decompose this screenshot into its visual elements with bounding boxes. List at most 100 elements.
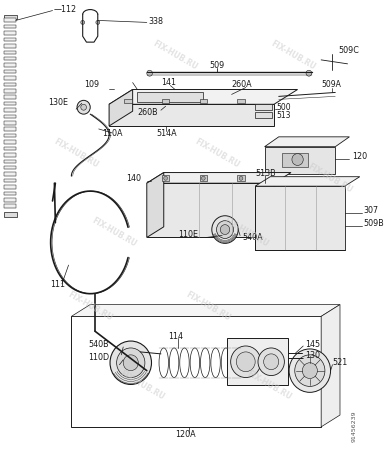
Circle shape xyxy=(264,354,279,369)
Bar xyxy=(147,183,274,238)
Bar xyxy=(5,159,16,163)
Circle shape xyxy=(289,349,331,392)
Text: 521: 521 xyxy=(333,358,348,367)
Text: 140: 140 xyxy=(126,174,141,183)
Text: 509B: 509B xyxy=(363,219,384,228)
Polygon shape xyxy=(71,305,340,316)
Bar xyxy=(5,57,16,60)
Bar xyxy=(5,140,16,144)
Bar xyxy=(5,32,16,35)
Circle shape xyxy=(231,346,261,378)
Text: 111: 111 xyxy=(51,280,66,289)
Bar xyxy=(162,99,169,104)
Bar xyxy=(5,108,16,112)
Text: 91456239: 91456239 xyxy=(352,410,357,442)
Circle shape xyxy=(292,153,303,166)
Bar xyxy=(227,338,288,386)
Text: 260A: 260A xyxy=(232,80,252,89)
Text: 509A: 509A xyxy=(321,80,341,89)
Bar xyxy=(5,44,16,48)
Bar xyxy=(5,166,16,170)
Bar xyxy=(3,212,17,217)
Text: 110E: 110E xyxy=(178,230,198,239)
Bar xyxy=(5,76,16,80)
Circle shape xyxy=(77,100,90,114)
Bar xyxy=(5,192,16,195)
Text: FIX-HUB.RU: FIX-HUB.RU xyxy=(307,162,355,195)
Text: 110A: 110A xyxy=(102,130,123,139)
Bar xyxy=(5,115,16,118)
Bar xyxy=(5,63,16,67)
Bar xyxy=(5,134,16,137)
Polygon shape xyxy=(147,172,291,183)
Text: 338: 338 xyxy=(149,17,164,26)
Bar xyxy=(5,204,16,208)
Bar xyxy=(255,186,345,250)
Bar xyxy=(199,99,207,104)
Circle shape xyxy=(258,348,285,376)
Bar xyxy=(281,153,308,167)
Bar xyxy=(124,99,132,104)
Text: 260B: 260B xyxy=(137,108,158,117)
Circle shape xyxy=(147,70,152,76)
Text: 307: 307 xyxy=(363,206,379,215)
Text: FIX-HUB.RU: FIX-HUB.RU xyxy=(52,137,100,170)
Text: 540B: 540B xyxy=(88,341,109,350)
Bar xyxy=(5,147,16,150)
Bar xyxy=(5,70,16,73)
Text: 509C: 509C xyxy=(338,45,359,54)
Circle shape xyxy=(236,352,255,372)
Text: 509: 509 xyxy=(210,61,225,70)
Text: 513: 513 xyxy=(277,111,291,120)
Text: 114: 114 xyxy=(169,332,184,341)
Bar xyxy=(5,50,16,54)
Text: FIX-HUB.RU: FIX-HUB.RU xyxy=(194,137,241,170)
Polygon shape xyxy=(147,172,164,238)
Circle shape xyxy=(239,176,243,180)
Text: 513B: 513B xyxy=(255,169,276,178)
Circle shape xyxy=(96,20,100,24)
Bar xyxy=(5,127,16,131)
Bar xyxy=(255,112,272,118)
Circle shape xyxy=(201,176,205,180)
Bar xyxy=(5,172,16,176)
Text: 130: 130 xyxy=(305,351,320,360)
Bar xyxy=(237,176,245,181)
Text: —112: —112 xyxy=(54,5,77,14)
Circle shape xyxy=(212,216,238,243)
Text: 109: 109 xyxy=(85,80,100,89)
Circle shape xyxy=(164,176,167,180)
Text: FIX-HUB.RU: FIX-HUB.RU xyxy=(245,369,293,402)
Bar xyxy=(5,89,16,93)
Polygon shape xyxy=(255,177,360,186)
Circle shape xyxy=(306,70,312,76)
Circle shape xyxy=(302,363,317,378)
Circle shape xyxy=(110,341,151,384)
Text: FIX-HUB.RU: FIX-HUB.RU xyxy=(66,290,114,323)
Bar xyxy=(237,99,245,104)
Bar xyxy=(5,185,16,189)
Bar xyxy=(5,95,16,99)
Bar xyxy=(3,14,17,19)
Circle shape xyxy=(123,355,138,371)
Polygon shape xyxy=(321,305,340,427)
Bar xyxy=(255,104,272,110)
Text: 514A: 514A xyxy=(156,130,177,139)
Bar xyxy=(5,153,16,157)
Bar xyxy=(162,176,169,181)
Text: FIX-HUB.RU: FIX-HUB.RU xyxy=(269,39,317,72)
Bar xyxy=(5,102,16,105)
Text: FIX-HUB.RU: FIX-HUB.RU xyxy=(222,216,270,249)
Circle shape xyxy=(295,355,325,387)
Text: 540A: 540A xyxy=(242,233,263,242)
Bar xyxy=(199,176,207,181)
Polygon shape xyxy=(109,90,133,126)
Text: 130E: 130E xyxy=(48,98,68,107)
Bar xyxy=(5,38,16,41)
Circle shape xyxy=(216,220,233,238)
Text: 110D: 110D xyxy=(88,353,109,362)
Text: 500: 500 xyxy=(277,103,291,112)
Text: FIX-HUB.RU: FIX-HUB.RU xyxy=(184,290,232,323)
Text: FIX-HUB.RU: FIX-HUB.RU xyxy=(90,216,138,249)
Text: 145: 145 xyxy=(305,339,320,348)
